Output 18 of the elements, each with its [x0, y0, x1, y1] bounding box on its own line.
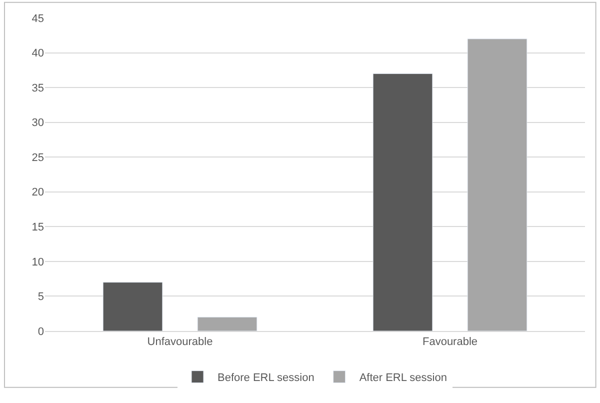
y-tick-label: 20 — [32, 186, 44, 199]
x-tick-label: Favourable — [422, 336, 478, 348]
y-tick-label: 25 — [32, 152, 44, 164]
bar — [197, 316, 258, 331]
y-tick-label: 0 — [38, 326, 44, 338]
legend-label: Before ERL session — [218, 372, 314, 384]
legend-label: After ERL session — [359, 372, 447, 384]
y-tick-label: 40 — [32, 48, 44, 60]
bar — [372, 73, 433, 331]
bar — [102, 282, 163, 331]
y-tick-label: 45 — [32, 12, 44, 25]
y-tick-label: 5 — [38, 291, 44, 304]
bar — [467, 38, 528, 331]
y-tick-label: 15 — [32, 222, 44, 234]
x-tick-label: Unfavourable — [147, 336, 213, 348]
y-tick-label: 30 — [32, 117, 44, 130]
y-tick-label: 10 — [32, 256, 44, 268]
y-tick-label: 35 — [32, 82, 44, 94]
